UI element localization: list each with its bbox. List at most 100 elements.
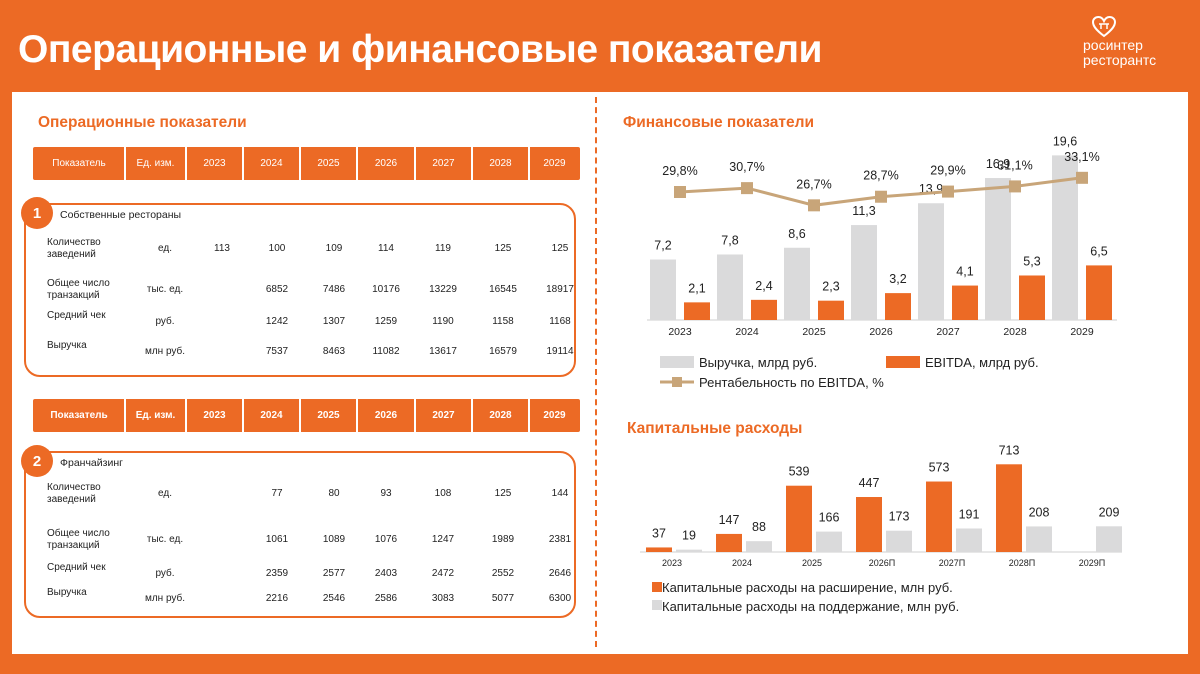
table-group-frame — [24, 203, 576, 377]
logo-text-line2: ресторантс — [1083, 52, 1157, 68]
header-separator — [185, 147, 187, 180]
table-cell-value: 80 — [328, 488, 340, 499]
table-cell-value: 6300 — [548, 593, 572, 604]
table-cell-value: 1061 — [265, 534, 289, 545]
table-header-cell: 2025 — [317, 158, 340, 169]
header-separator — [356, 399, 358, 432]
table-cell-value: 100 — [268, 243, 286, 254]
table-cell-value: 114 — [378, 243, 394, 254]
operational-section-title: Операционные показатели — [38, 114, 247, 131]
panel-divider — [595, 97, 597, 647]
table-header-cell: 2028 — [489, 410, 512, 421]
table-header-row: Показатель Ед. изм. 2023 2024 2025 2026 2027 20… — [33, 399, 580, 432]
table-row-unit: тыс. ед. — [146, 534, 184, 545]
table-cell-value: 1259 — [374, 316, 398, 327]
table-header-cell: 2028 — [489, 158, 512, 169]
table-header-cell: Показатель — [50, 410, 108, 421]
table-row-unit: ед. — [158, 243, 172, 254]
table-row-unit: руб. — [155, 316, 175, 327]
table-header-cell: 2026 — [374, 410, 398, 421]
table-cell-value: 7537 — [265, 346, 289, 357]
table-cell-value: 1989 — [491, 534, 515, 545]
table-cell-value: 1247 — [431, 534, 455, 545]
table-cell-value: 3083 — [431, 593, 455, 604]
table-cell-value: 1307 — [322, 316, 346, 327]
table-cell-value: 11082 — [372, 346, 400, 357]
capex-section-title: Капитальные расходы — [627, 420, 803, 437]
header-separator — [299, 399, 301, 432]
table-cell-value: 108 — [434, 488, 452, 499]
table-row-label: Общее число транзакций — [47, 528, 110, 551]
header-separator — [299, 147, 301, 180]
table-cell-value: 125 — [551, 243, 569, 254]
table-cell-value: 93 — [380, 488, 392, 499]
table-cell-value: 1190 — [432, 316, 454, 327]
header-separator — [528, 399, 530, 432]
group-number-badge: 1 — [21, 197, 53, 229]
table-header-cell: 2025 — [317, 410, 340, 421]
table-header-cell: Ед. изм. — [136, 158, 175, 169]
table-row-label: Выручка — [47, 340, 87, 351]
table-cell-value: 8463 — [322, 346, 346, 357]
header-separator — [356, 147, 358, 180]
group-number-badge: 2 — [21, 445, 53, 477]
group-name: Собственные рестораны — [60, 209, 182, 221]
table-cell-value: 13617 — [429, 346, 457, 357]
table-header-cell: Показатель — [52, 158, 106, 169]
table-header-row: Показатель Ед. изм. 2023 2024 2025 2026 2027 20… — [33, 147, 580, 180]
table-cell-value: 109 — [325, 243, 343, 254]
header-separator — [414, 147, 416, 180]
header-separator — [471, 399, 473, 432]
table-cell-value: 119 — [435, 243, 451, 254]
table-cell-value: 16545 — [489, 284, 517, 295]
table-row-label: Средний чек — [47, 310, 106, 321]
page-title: Операционные и финансовые показатели — [18, 28, 823, 71]
table-header-cell: 2024 — [260, 410, 283, 421]
table-header-cell: Ед. изм. — [135, 410, 176, 421]
table-cell-value: 16579 — [489, 346, 517, 357]
table-cell-value: 2403 — [374, 568, 398, 579]
table-header-cell: 2024 — [260, 158, 283, 169]
table-row-unit: ед. — [158, 488, 172, 499]
table-header-cell: 2023 — [203, 158, 226, 169]
header-separator — [124, 147, 126, 180]
table-cell-value: 7486 — [322, 284, 346, 295]
table-row-unit: млн руб. — [144, 346, 186, 357]
table-row-unit: руб. — [155, 568, 175, 579]
table-cell-value: 125 — [494, 488, 512, 499]
table-row-unit: млн руб. — [144, 593, 186, 604]
table-header-cell: 2023 — [203, 410, 226, 421]
header-separator — [185, 399, 187, 432]
table-cell-value: 2646 — [548, 568, 572, 579]
financial-section-title: Финансовые показатели — [623, 114, 814, 131]
table-header-cell: 2026 — [374, 158, 398, 169]
header-separator — [242, 147, 244, 180]
table-cell-value: 5077 — [491, 593, 515, 604]
table-cell-value: 2359 — [265, 568, 289, 579]
header-separator — [471, 147, 473, 180]
header-separator — [528, 147, 530, 180]
table-cell-value: 2586 — [374, 593, 398, 604]
table-cell-value: 1158 — [492, 316, 514, 327]
logo: росинтер ресторантс — [1083, 16, 1193, 76]
table-row-unit: тыс. ед. — [146, 284, 184, 295]
table-cell-value: 19114 — [546, 346, 574, 357]
table-row-label: Количество заведений — [47, 482, 101, 505]
table-group-frame — [24, 451, 576, 618]
table-header-cell: 2027 — [432, 410, 455, 421]
table-row-label: Общее число транзакций — [47, 278, 110, 301]
table-cell-value: 2577 — [322, 568, 346, 579]
table-cell-value: 2552 — [491, 568, 515, 579]
table-cell-value: 77 — [271, 488, 283, 499]
logo-text-line1: росинтер — [1083, 37, 1143, 53]
table-cell-value: 6852 — [265, 284, 289, 295]
header-separator — [242, 399, 244, 432]
table-cell-value: 10176 — [372, 284, 400, 295]
table-cell-value: 1089 — [322, 534, 346, 545]
table-cell-value: 1076 — [374, 534, 398, 545]
table-row-label: Выручка — [47, 587, 87, 598]
table-header-cell: 2029 — [543, 410, 566, 421]
header-separator — [414, 399, 416, 432]
table-cell-value: 13229 — [429, 284, 457, 295]
table-cell-value: 2546 — [322, 593, 346, 604]
